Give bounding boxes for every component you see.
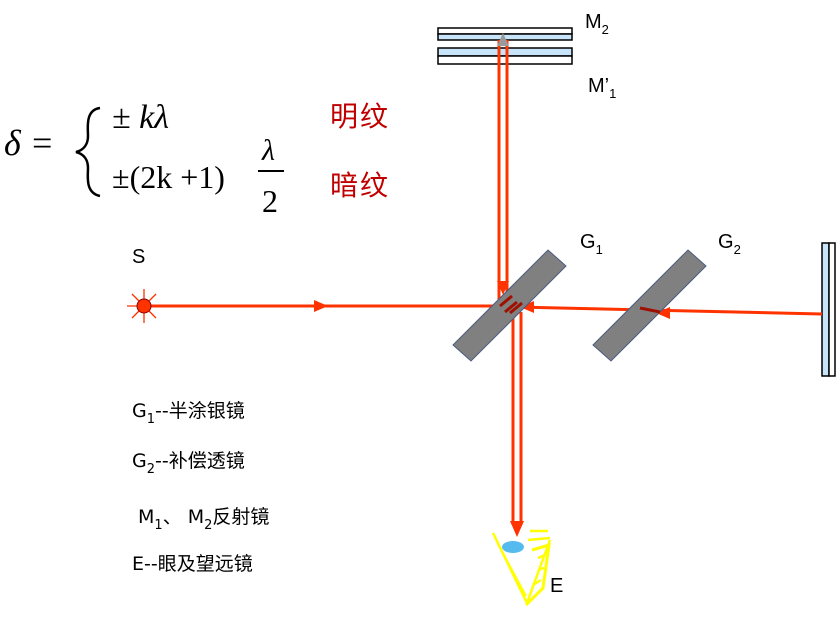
path-difference-formula: δ = ± kλ ±(2k +1) λ 2 明纹 暗纹 [4, 99, 390, 219]
light-source [127, 289, 161, 323]
formula-frac-num: λ [261, 134, 275, 167]
mirror-m1 [821, 242, 836, 377]
label-source: S [132, 246, 145, 268]
beam-arrow-5 [497, 281, 509, 295]
formula-line-2: ±(2k +1) [112, 159, 225, 195]
formula-brace [75, 106, 101, 198]
legend-eye: E--眼及望远镜 [132, 553, 253, 575]
beam-arrow-4 [497, 33, 509, 46]
label-g2: G2 [718, 231, 741, 257]
beam-arrow-6 [510, 521, 524, 537]
label-bright-fringe: 明纹 [330, 100, 390, 133]
formula-line-1: ± kλ [112, 99, 169, 136]
formula-frac-den: 2 [262, 183, 278, 219]
legend-g1: G1--半涂银镜 [132, 400, 245, 427]
beam-arrow-1 [314, 300, 328, 312]
legend: G1--半涂银镜 G2--补偿透镜 M1、 M2反射镜 E--眼及望远镜 [132, 400, 269, 575]
beam-arrow-2 [656, 307, 670, 319]
eye-telescope [491, 529, 552, 607]
legend-g2: G2--补偿透镜 [132, 450, 245, 477]
mirror-m1-image [437, 47, 573, 65]
plate-g1 [452, 249, 567, 362]
label-dark-fringe: 暗纹 [330, 169, 390, 202]
label-g1: G1 [580, 231, 603, 257]
plate-g2 [592, 249, 707, 362]
beam-arrow-3 [520, 301, 534, 313]
label-m1-image: M’1 [588, 75, 616, 101]
label-eye: E [550, 575, 563, 597]
legend-mirrors: M1、 M2反射镜 [138, 506, 269, 533]
formula-lhs: δ = [4, 123, 54, 163]
label-m2: M2 [585, 11, 609, 37]
